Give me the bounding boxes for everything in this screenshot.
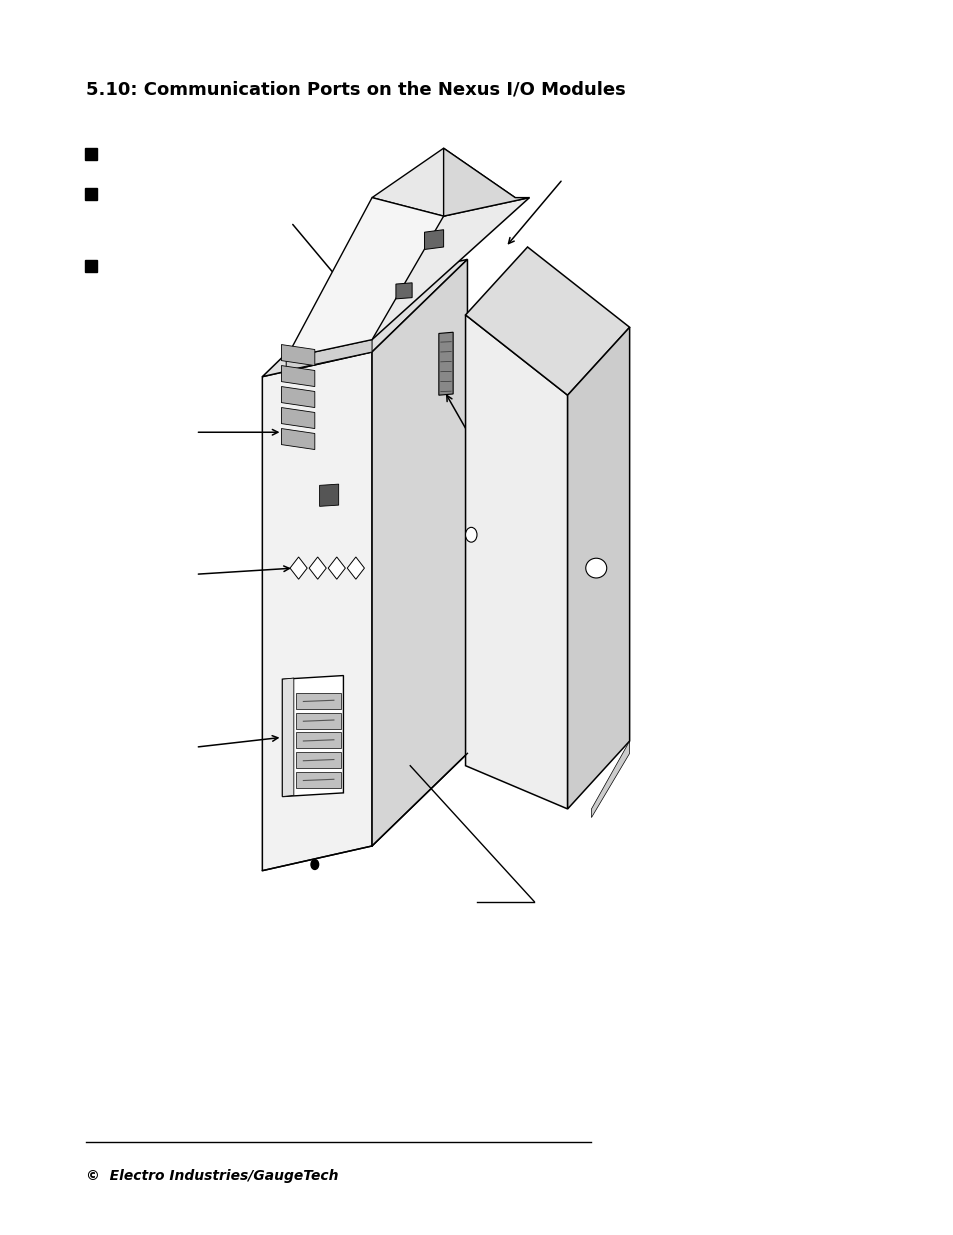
Text: ©  Electro Industries/GaugeTech: © Electro Industries/GaugeTech [86,1170,338,1183]
Circle shape [465,527,476,542]
Circle shape [311,860,318,869]
Polygon shape [295,752,340,768]
Ellipse shape [585,558,606,578]
Polygon shape [295,732,340,748]
Polygon shape [281,366,314,387]
Text: 5.10: Communication Ports on the Nexus I/O Modules: 5.10: Communication Ports on the Nexus I… [86,80,625,99]
Polygon shape [286,340,372,370]
Polygon shape [309,557,326,579]
Polygon shape [295,713,340,729]
Polygon shape [443,148,529,216]
Polygon shape [262,352,372,871]
Polygon shape [262,259,467,377]
Polygon shape [281,429,314,450]
Polygon shape [372,259,467,846]
Polygon shape [319,484,338,506]
Polygon shape [372,148,515,216]
Polygon shape [295,772,340,788]
Polygon shape [282,678,294,797]
Polygon shape [286,198,443,358]
Polygon shape [281,387,314,408]
Polygon shape [347,557,364,579]
Polygon shape [395,283,412,299]
Polygon shape [328,557,345,579]
Polygon shape [295,693,340,709]
Polygon shape [567,327,629,809]
Polygon shape [290,557,307,579]
Polygon shape [465,315,567,809]
Polygon shape [438,332,453,395]
Polygon shape [424,230,443,249]
Polygon shape [282,676,343,797]
Polygon shape [281,345,314,366]
Polygon shape [465,247,629,395]
Polygon shape [286,198,529,358]
Polygon shape [591,741,629,818]
Polygon shape [281,408,314,429]
